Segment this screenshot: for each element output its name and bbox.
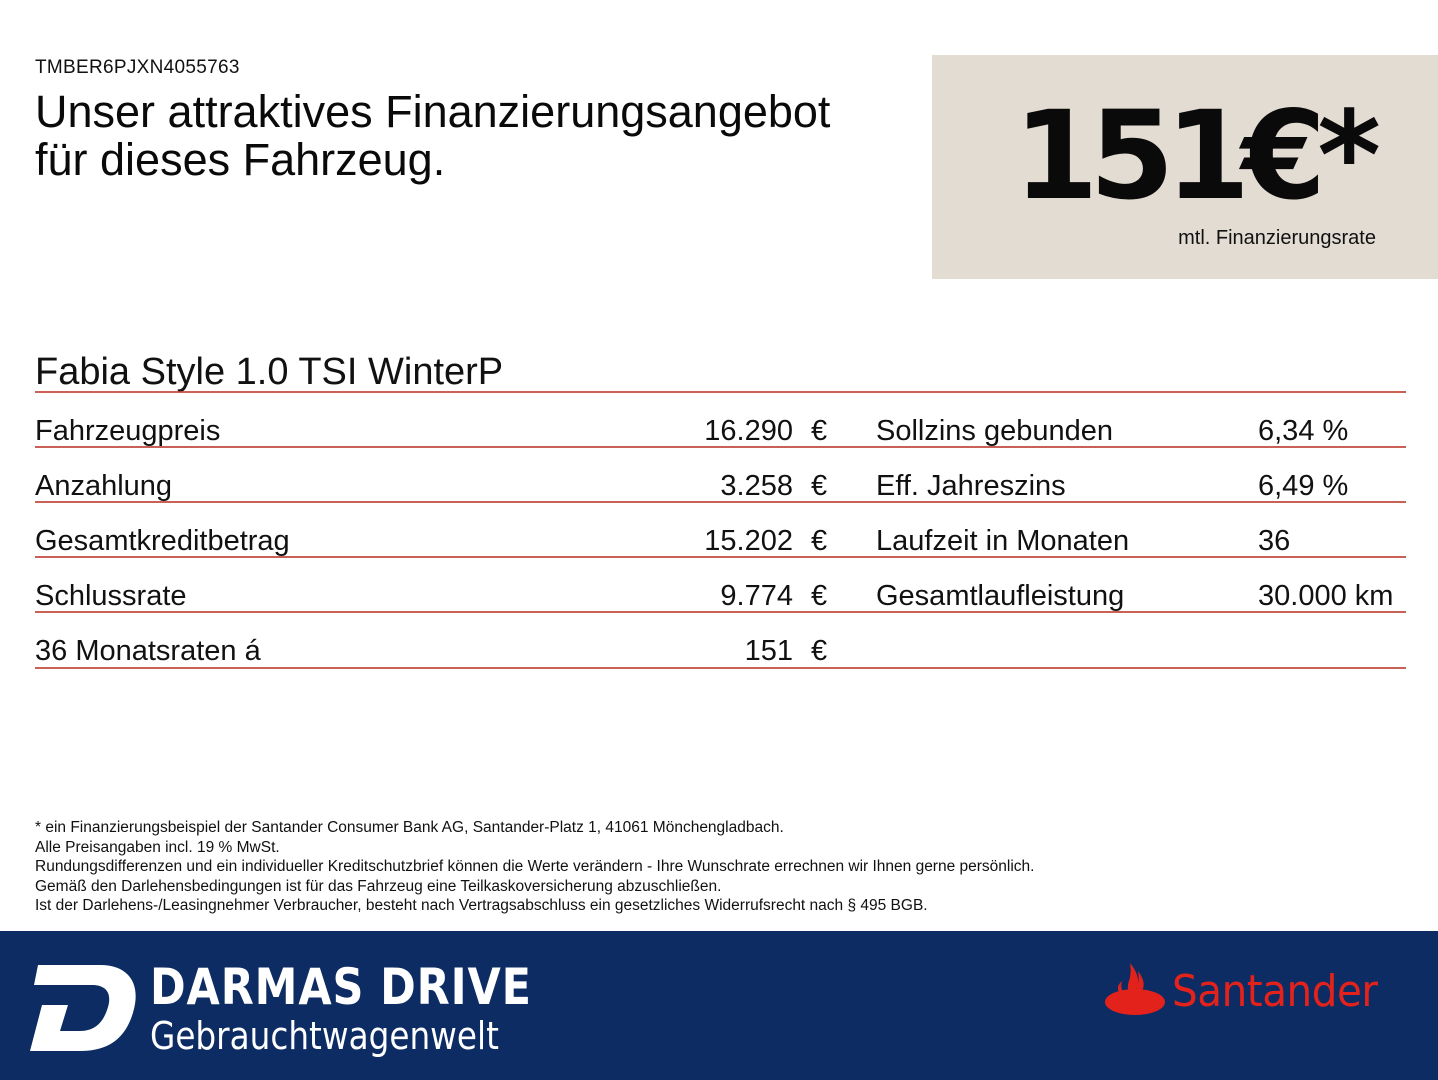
brand-subtitle: Gebrauchtwagenwelt [150,1014,499,1058]
row-unit: € [811,415,828,447]
divider [35,611,1406,613]
row-value: 6,34 % [1258,415,1349,447]
divider [35,667,1406,669]
divider [35,391,1406,393]
row-value: 16.290 [704,415,793,447]
price-box: 151€* mtl. Finanzierungsrate [932,55,1438,279]
santander-flame-icon [1104,961,1166,1022]
divider [35,556,1406,558]
row-value: 3.258 [720,470,793,502]
row-label: Anzahlung [35,470,173,502]
disclaimer-line: * ein Finanzierungsbeispiel der Santande… [35,819,784,836]
disclaimer-line: Rundungsdifferenzen und ein individuelle… [35,858,1035,875]
row-label: Gesamtlaufleistung [876,580,1125,612]
row-value: 9.774 [720,580,793,612]
disclaimer-line: Gemäß den Darlehensbedingungen ist für d… [35,877,722,895]
row-label: Fahrzeugpreis [35,415,221,447]
row-value: 15.202 [704,525,793,557]
disclaimer-line: Alle Preisangaben incl. 19 % MwSt. [35,838,280,856]
row-label: Laufzeit in Monaten [876,525,1130,557]
row-value: 151 [744,635,793,667]
row-unit: € [811,470,828,502]
headline-line-2: für dieses Fahrzeug. [35,134,446,185]
d-logo-icon [30,965,138,1056]
disclaimer-line: Ist der Darlehens-/Leasingnehmer Verbrau… [35,897,928,914]
model-title: Fabia Style 1.0 TSI WinterP [35,351,504,393]
legal-disclaimer: * ein Finanzierungsbeispiel der Santande… [35,818,1335,916]
row-value: 6,49 % [1258,470,1349,502]
row-label: Schlussrate [35,580,187,612]
monthly-rate-label: mtl. Finanzierungsrate [1178,227,1376,249]
row-value: 36 [1258,525,1291,557]
headline-line-1: Unser attraktives Finanzierungsangebot [35,86,831,137]
row-label: Eff. Jahreszins [876,470,1066,502]
divider [35,501,1406,503]
brand-name: DARMAS DRIVE [150,958,532,1016]
row-label: Gesamtkreditbetrag [35,525,290,557]
row-value: 30.000 km [1258,580,1394,612]
row-unit: € [811,525,828,557]
santander-wordmark: Santander [1172,965,1378,1017]
row-unit: € [811,580,828,612]
divider [35,446,1406,448]
row-label: Sollzins gebunden [876,415,1114,447]
footer-banner: DARMAS DRIVE Gebrauchtwagenwelt Santande… [0,931,1438,1080]
santander-logo: Santander [1104,961,1395,1021]
row-label: 36 Monatsraten á [35,635,261,667]
vin-number: TMBER6PJXN4055763 [35,57,240,78]
monthly-rate-amount: 151€* [1013,85,1381,227]
row-unit: € [811,635,828,667]
page-headline: Unser attraktives Finanzierungsangebot f… [35,88,915,184]
